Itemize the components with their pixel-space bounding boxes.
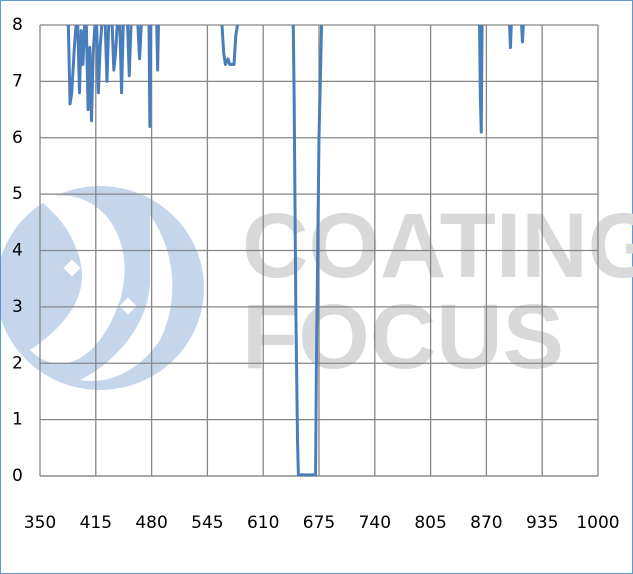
y-tick-label: 3 bbox=[12, 297, 23, 317]
x-tick-label: 870 bbox=[470, 513, 502, 533]
y-tick-label: 0 bbox=[12, 466, 23, 486]
y-tick-label: 4 bbox=[12, 241, 23, 261]
watermark-text: FOCUS bbox=[242, 286, 564, 388]
x-tick-label: 610 bbox=[247, 513, 279, 533]
x-tick-label: 1000 bbox=[576, 513, 619, 533]
x-tick-label: 350 bbox=[24, 513, 56, 533]
x-tick-label: 545 bbox=[191, 513, 223, 533]
y-tick-label: 5 bbox=[12, 184, 23, 204]
y-tick-label: 2 bbox=[12, 353, 23, 373]
x-tick-label: 805 bbox=[414, 513, 446, 533]
x-tick-label: 740 bbox=[359, 513, 391, 533]
watermark-text: COATING bbox=[242, 195, 633, 297]
x-tick-label: 935 bbox=[526, 513, 558, 533]
data-line bbox=[66, 24, 525, 477]
y-tick-label: 1 bbox=[12, 410, 23, 430]
y-tick-label: 8 bbox=[12, 15, 23, 35]
x-tick-label: 415 bbox=[80, 513, 112, 533]
watermark-logo bbox=[0, 186, 204, 390]
y-tick-label: 7 bbox=[12, 71, 23, 91]
x-tick-label: 480 bbox=[135, 513, 167, 533]
y-tick-label: 6 bbox=[12, 128, 23, 148]
x-tick-label: 675 bbox=[303, 513, 335, 533]
